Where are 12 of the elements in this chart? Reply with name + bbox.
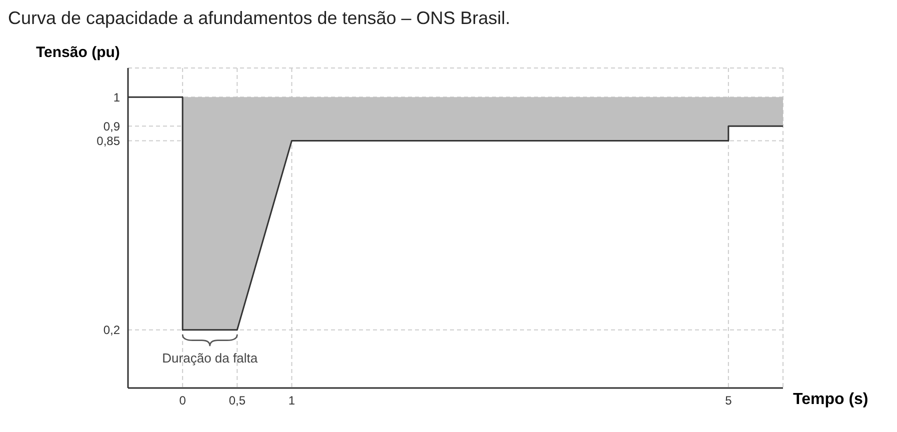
x-tick-label: 5	[725, 394, 732, 408]
y-tick-label: 0,9	[103, 119, 120, 134]
chart-title: Curva de capacidade a afundamentos de tensão – ONS Brasil.	[8, 8, 510, 29]
x-tick-label: 0,5	[228, 394, 246, 408]
y-tick-label: 0,2	[103, 323, 120, 338]
y-tick-label: 1	[113, 90, 120, 104]
x-axis-title: Tempo (s)	[793, 391, 868, 409]
y-axis-title: Tensão (pu)	[36, 44, 120, 61]
annotation: Duração da falta	[162, 350, 258, 366]
y-tick-label: 0,85	[96, 134, 120, 148]
x-tick-label: 0	[179, 394, 186, 408]
x-tick-label: 1	[288, 394, 296, 408]
